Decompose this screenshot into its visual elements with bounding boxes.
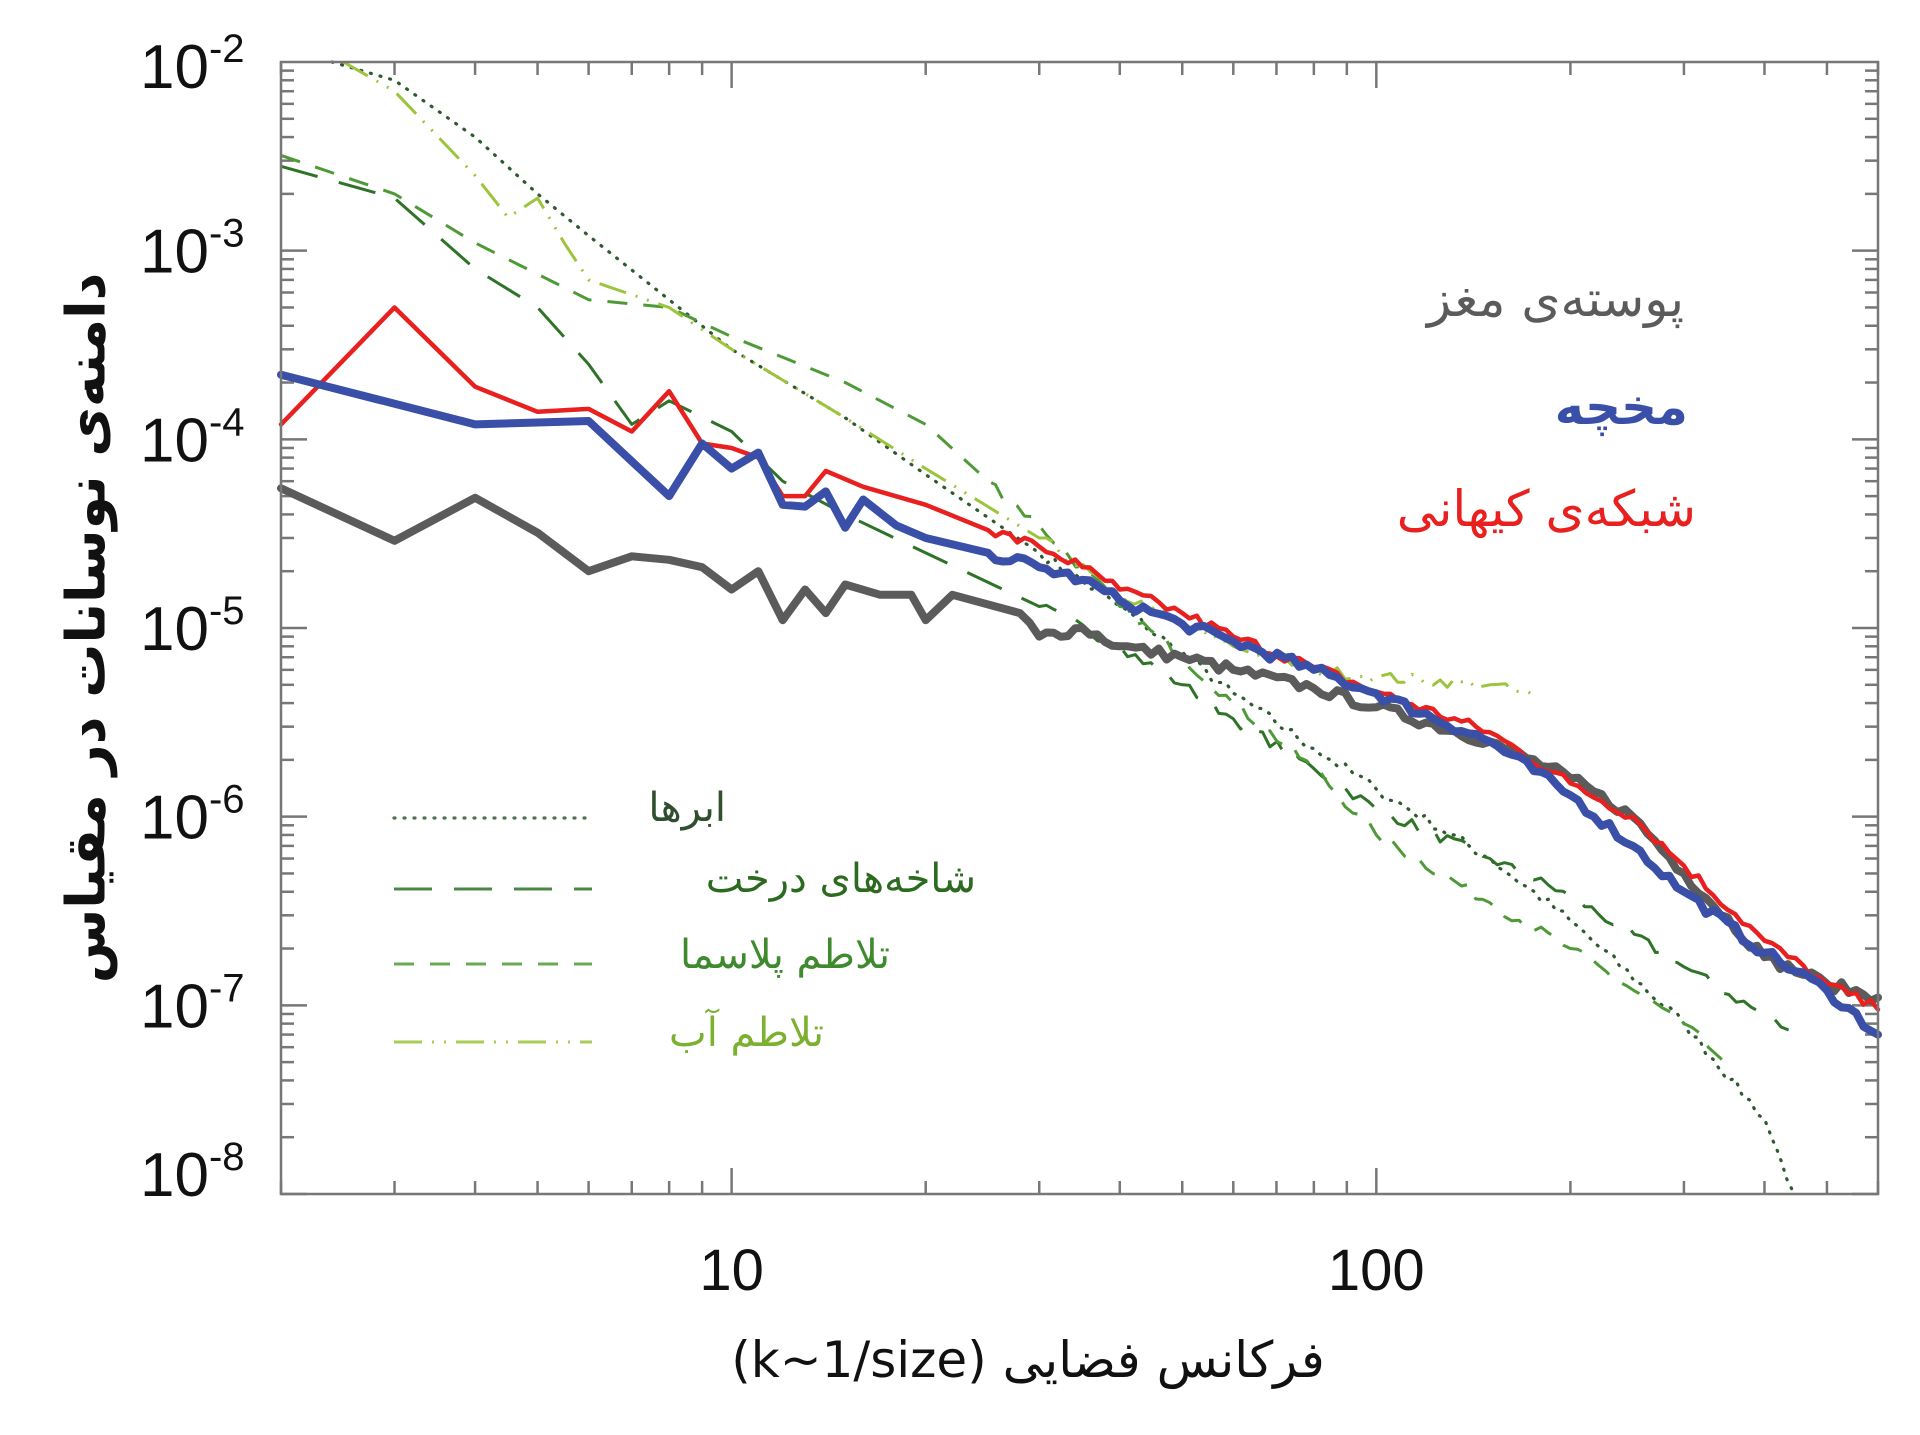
- y-tick-base: 10: [140, 406, 209, 475]
- y-tick-label: 10-6: [140, 778, 245, 853]
- x-tick-label: 100: [1328, 1238, 1425, 1303]
- y-tick-exponent: -7: [209, 966, 245, 1010]
- x-axis-title: فرکانس فضایی (k~1/size): [731, 1331, 1325, 1389]
- y-tick-base: 10: [140, 33, 209, 102]
- y-tick-label: 10-5: [140, 589, 245, 664]
- y-tick-exponent: -3: [209, 212, 245, 256]
- x-tick-label: 10: [699, 1238, 764, 1303]
- series-label-brain-cortex: پوسته‌ی مغز: [1426, 270, 1684, 328]
- series-line-4: [277, 484, 1882, 1005]
- y-tick-exponent: -5: [209, 589, 245, 633]
- y-tick-label: 10-3: [140, 212, 245, 287]
- y-tick-exponent: -8: [209, 1135, 245, 1179]
- y-tick-base: 10: [140, 972, 209, 1041]
- y-tick-label: 10-7: [140, 966, 245, 1041]
- legend-label-water-turbulence: تلاطم آب: [669, 1010, 824, 1056]
- series-line-1: [280, 164, 1790, 1032]
- series-line-5: [277, 370, 1882, 1039]
- series-label-cosmic-web: شبکه‌ی کیهانی: [1396, 480, 1696, 538]
- series-label-cerebellum: مخچه: [1554, 378, 1688, 436]
- legend-samples: [392, 816, 594, 1044]
- y-axis-title: دامنه‌ی نوسانات در مقیاس: [54, 272, 118, 984]
- y-tick-base: 10: [140, 784, 209, 853]
- legend-label-tree-branches: شاخه‌های درخت: [705, 856, 976, 902]
- y-tick-exponent: -4: [209, 400, 245, 444]
- series-lines: [277, 60, 1882, 1196]
- series-line-0: [330, 60, 1796, 1196]
- y-tick-base: 10: [140, 1141, 209, 1210]
- axis-ticks: [279, 62, 1880, 1196]
- series-line-2: [280, 153, 1726, 1064]
- series-line-3: [342, 60, 1538, 699]
- y-tick-label: 10-2: [140, 27, 245, 102]
- plot-frame: [279, 60, 1880, 1196]
- y-tick-exponent: -2: [209, 27, 245, 71]
- legend-label-clouds: ابرها: [648, 785, 726, 831]
- legend-label-plasma-turbulence: تلاطم پلاسما: [680, 932, 890, 978]
- y-tick-label: 10-4: [140, 400, 245, 475]
- y-tick-label: 10-8: [140, 1135, 245, 1210]
- y-tick-base: 10: [140, 595, 209, 664]
- y-tick-base: 10: [140, 218, 209, 287]
- y-tick-exponent: -6: [209, 778, 245, 822]
